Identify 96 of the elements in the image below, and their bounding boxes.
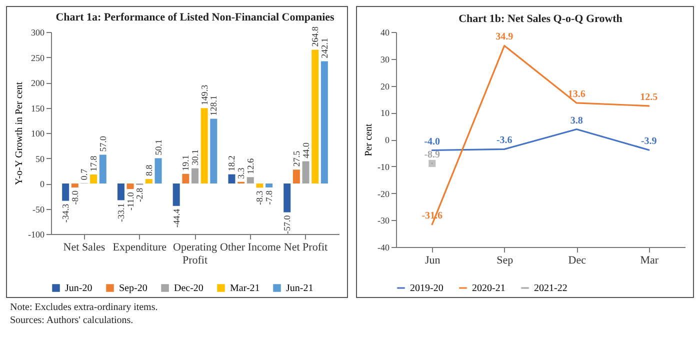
legend-label: Mar-21 <box>230 283 260 294</box>
data-label: 0.7 <box>79 168 90 180</box>
y-tick-label: -20 <box>378 188 390 199</box>
data-label: 12.5 <box>640 92 658 103</box>
bar <box>292 170 300 184</box>
data-label: -33.1 <box>116 203 126 222</box>
bar <box>320 61 328 184</box>
y-tick-label: 10 <box>380 108 390 118</box>
x-tick-label: Expenditure <box>112 242 167 254</box>
y-tick-label: -10 <box>378 162 390 172</box>
y-tick-label: 100 <box>31 128 45 138</box>
y-axis-title: Y-o-Y Growth in Per cent <box>14 82 26 185</box>
data-label: 57.0 <box>98 135 108 152</box>
data-label: 19.1 <box>180 155 191 171</box>
bar <box>192 168 198 184</box>
bar <box>154 158 162 184</box>
bar <box>312 50 319 184</box>
y-tick-label: 50 <box>36 154 45 164</box>
source-note: Sources: Authors' calculations. <box>10 314 134 327</box>
legend-label: Dec-20 <box>174 283 204 294</box>
bar <box>210 118 218 184</box>
data-label: 44.0 <box>300 142 311 158</box>
data-label: -44.4 <box>171 208 182 228</box>
data-label: 17.8 <box>88 155 99 172</box>
y-axis-title: Per cent <box>364 124 375 156</box>
y-tick-label: 40 <box>380 28 390 38</box>
text: Note: Excludes extra-ordinary items. <box>10 301 159 314</box>
legend-label: 2021-22 <box>534 283 568 294</box>
x-tick-label: Operating Profit <box>173 242 218 266</box>
x-tick-label: Dec <box>568 254 586 266</box>
legend-label: Jun-20 <box>65 283 92 294</box>
x-tick-label: Jun <box>424 254 441 266</box>
bar <box>117 184 124 200</box>
data-label: 3.8 <box>570 115 583 126</box>
data-label: -8.0 <box>70 190 80 205</box>
y-tick-label: 250 <box>31 52 45 63</box>
y-tick-label: 200 <box>31 78 45 88</box>
y-tick-label: -30 <box>378 216 390 226</box>
bar <box>266 184 273 188</box>
x-tick-label: Net Sales <box>63 242 106 254</box>
data-label: -34.3 <box>60 203 71 223</box>
chart-title: Chart 1b: Net Sales Q-o-Q Growth <box>458 13 622 25</box>
data-label: 264.8 <box>310 26 320 47</box>
data-label: 30.1 <box>190 150 200 166</box>
y-tick-label: 150 <box>31 103 45 114</box>
y-tick-label: -40 <box>378 242 390 252</box>
legend-label: Jun-21 <box>286 283 314 294</box>
legend-label: 2019-20 <box>410 283 444 294</box>
y-tick-label: 300 <box>31 28 45 38</box>
legend-label: Sep-20 <box>119 283 148 294</box>
data-label: -11.0 <box>125 192 136 210</box>
data-label: -3.6 <box>496 135 512 146</box>
bar <box>99 154 106 184</box>
data-label: -2.8 <box>134 187 145 202</box>
data-label: 27.5 <box>291 150 302 167</box>
x-tick-label: Net Profit <box>284 242 328 254</box>
y-tick-label: -50 <box>32 204 45 214</box>
data-label: 149.3 <box>199 84 210 106</box>
data-label: 12.6 <box>245 158 256 174</box>
bar <box>62 184 70 201</box>
bar <box>200 108 208 184</box>
y-tick-label: 0 <box>40 179 45 189</box>
bar <box>126 184 134 190</box>
y-tick-label: -100 <box>28 230 45 240</box>
data-label: -8.9 <box>424 149 440 160</box>
bar <box>256 184 264 188</box>
y-tick-label: 0 <box>385 135 390 145</box>
data-label: 50.1 <box>153 139 164 156</box>
data-label: -57.0 <box>282 214 292 234</box>
data-label: 128.1 <box>208 96 219 116</box>
legend-label: 2020-21 <box>472 283 506 294</box>
bar <box>228 174 236 184</box>
data-label: 18.2 <box>226 156 237 172</box>
bar <box>284 184 291 212</box>
bar <box>182 174 190 184</box>
bar <box>90 174 98 184</box>
data-label: -7.8 <box>264 190 274 205</box>
data-label: 242.1 <box>319 38 330 58</box>
data-label: -4.0 <box>424 136 440 148</box>
x-tick-label: Sep <box>496 254 514 266</box>
x-tick-label: Other Income <box>220 242 281 254</box>
data-label: 3.3 <box>236 167 246 179</box>
bar <box>302 161 310 184</box>
y-tick-label: 30 <box>380 54 390 64</box>
data-label: -8.3 <box>254 190 265 205</box>
data-label: 34.9 <box>496 32 514 43</box>
bar <box>246 177 254 184</box>
bar <box>71 184 78 188</box>
bar <box>145 179 152 184</box>
x-tick-label: Mar <box>640 254 659 266</box>
data-label: 13.6 <box>568 88 586 100</box>
y-tick-label: 20 <box>380 81 390 92</box>
data-label: -3.9 <box>640 136 657 147</box>
chart-title: Chart 1a: Performance of Listed Non-Financial Companies <box>56 12 336 24</box>
data-label: 8.8 <box>144 164 154 176</box>
bar <box>172 184 180 206</box>
